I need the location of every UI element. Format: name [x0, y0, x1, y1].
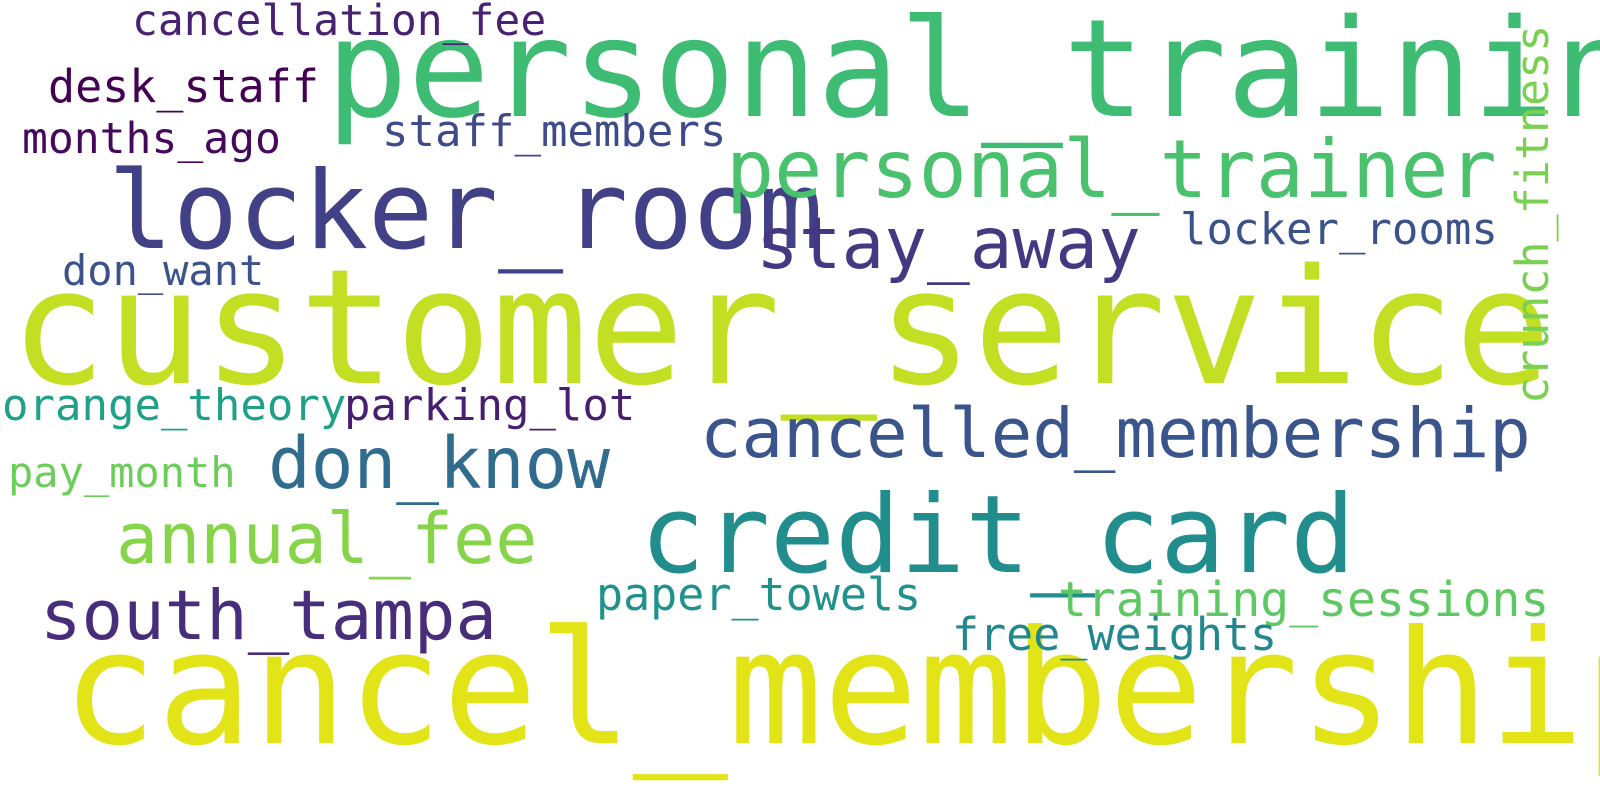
word-south-tampa: south_tampa — [40, 576, 497, 656]
word-stay-away: stay_away — [756, 202, 1141, 285]
word-free-weights: free_weights — [952, 608, 1278, 661]
word-cancelled-membership: cancelled_membership — [700, 394, 1531, 474]
word-paper-towels: paper_towels — [596, 568, 922, 621]
word-cancellation-fee: cancellation_fee — [132, 0, 547, 46]
word-customer-service: customer_service — [10, 234, 1552, 421]
word-pay-month: pay_month — [8, 448, 236, 497]
word-orange-theory: orange_theory — [2, 380, 347, 431]
word-locker-room: locker_room — [108, 149, 824, 274]
word-parking-lot: parking_lot — [344, 380, 636, 431]
word-don-want: don_want — [62, 246, 265, 295]
word-desk-staff: desk_staff — [48, 60, 319, 113]
word-crunch-fitness: crunch_fitness — [1506, 24, 1559, 404]
word-staff-members: staff_members — [382, 106, 727, 157]
word-don-know: don_know — [268, 422, 610, 505]
word-locker-rooms: locker_rooms — [1180, 204, 1498, 255]
word-training-sessions: training_sessions — [1058, 572, 1550, 628]
word-credit-card: credit_card — [640, 473, 1356, 598]
word-annual-fee: annual_fee — [116, 498, 538, 580]
word-months-ago: months_ago — [22, 114, 281, 164]
word-personal-trainer: personal_trainer — [726, 123, 1497, 216]
word-personal-training: personal_training — [326, 0, 1600, 149]
word-cancel-membership: cancel_membership — [62, 597, 1600, 781]
